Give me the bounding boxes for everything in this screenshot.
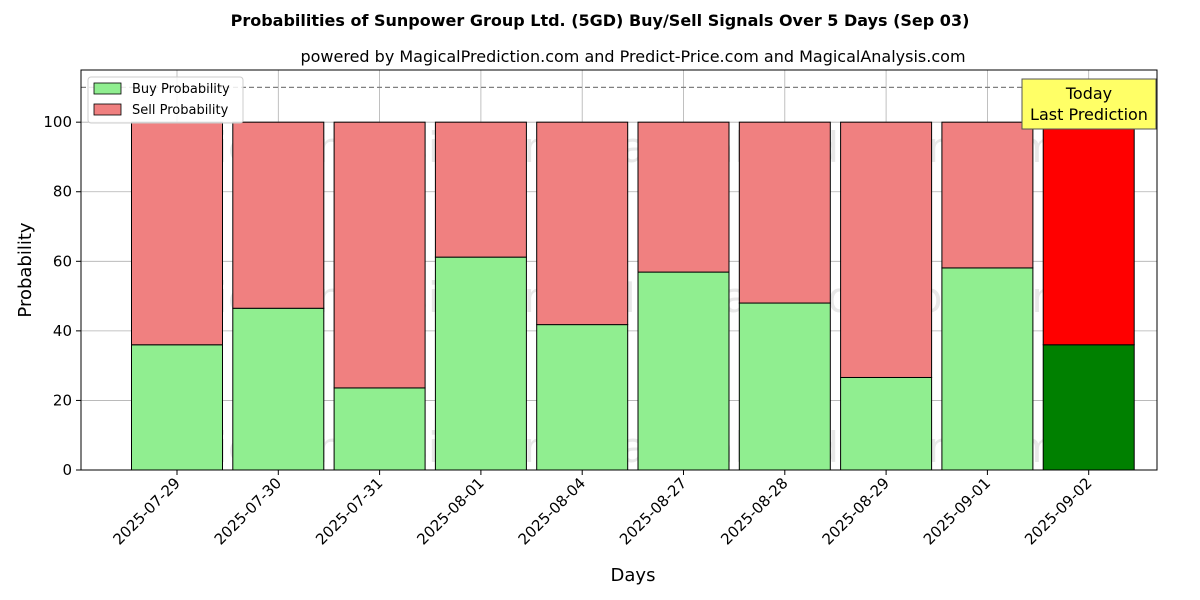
bar-buy-2025-07-31: [333, 387, 426, 471]
x-tick-label: 2025-08-28: [717, 474, 791, 548]
bar-buy-2025-08-29: [840, 376, 933, 471]
bar-buy-2025-09-01: [941, 267, 1034, 471]
annotation-line-2: Last Prediction: [1030, 105, 1148, 124]
x-axis: 2025-07-29 2025-07-30 2025-07-31 2025-08-01…: [109, 470, 1096, 548]
x-axis-label: Days: [611, 565, 656, 586]
x-tick-label: 2025-07-31: [312, 474, 386, 548]
legend-box: [87, 76, 244, 124]
x-tick-label: 2025-07-29: [109, 474, 183, 548]
bar-sell-2025-08-29: [840, 121, 933, 378]
annotation-box: [1021, 78, 1157, 130]
legend: Buy Probability Sell Probability: [87, 76, 244, 124]
bar-buy-2025-08-01: [434, 256, 527, 471]
y-axis-label: Probability: [15, 222, 36, 317]
x-tick-label: 2025-08-04: [515, 474, 589, 548]
x-tick-label: 2025-08-01: [413, 474, 487, 548]
today-annotation: Today Last Prediction: [1021, 78, 1157, 130]
bar-sell-2025-07-31: [333, 121, 426, 389]
bar-sell-2025-07-29: [131, 121, 223, 346]
bar-buy-2025-08-27: [637, 271, 730, 471]
y-tick-label: 60: [53, 252, 72, 270]
y-axis: 0 20 40 60 80 100: [43, 113, 81, 479]
legend-swatch-buy: [93, 82, 122, 95]
x-tick-label: 2025-09-02: [1021, 474, 1095, 548]
bar-sell-2025-08-28: [738, 121, 831, 304]
annotation-line-1: Today: [1065, 84, 1112, 103]
bar-buy-2025-08-28: [738, 302, 831, 471]
bar-sell-2025-08-04: [536, 121, 629, 326]
y-tick-label: 20: [53, 391, 72, 409]
y-tick-label: 100: [43, 113, 72, 131]
bar-buy-2025-07-30: [232, 307, 325, 471]
chart-title: Probabilities of Sunpower Group Ltd. (5G…: [231, 11, 970, 30]
plot-frame: [80, 69, 1158, 471]
chart-subtitle: powered by MagicalPrediction.com and Pre…: [300, 47, 965, 66]
x-tick-label: 2025-07-30: [211, 474, 285, 548]
bar-sell-2025-09-02: [1042, 121, 1135, 346]
bars: [131, 121, 1135, 471]
bar-buy-2025-07-29: [131, 344, 223, 471]
bar-buy-2025-08-04: [536, 324, 629, 471]
x-tick-label: 2025-08-27: [616, 474, 690, 548]
legend-swatch-sell: [93, 103, 122, 116]
legend-label-sell: Sell Probability: [132, 103, 229, 118]
bar-sell-2025-08-01: [434, 121, 527, 258]
bar-sell-2025-08-27: [637, 121, 730, 273]
x-tick-label: 2025-09-01: [920, 474, 994, 548]
bar-sell-2025-09-01: [941, 121, 1034, 269]
y-tick-label: 40: [53, 322, 72, 340]
legend-label-buy: Buy Probability: [132, 82, 230, 97]
x-tick-label: 2025-08-29: [819, 474, 893, 548]
y-tick-label: 80: [53, 183, 72, 201]
bar-buy-2025-09-02: [1042, 344, 1135, 471]
y-tick-label: 0: [62, 461, 72, 479]
bar-sell-2025-07-30: [232, 121, 325, 309]
